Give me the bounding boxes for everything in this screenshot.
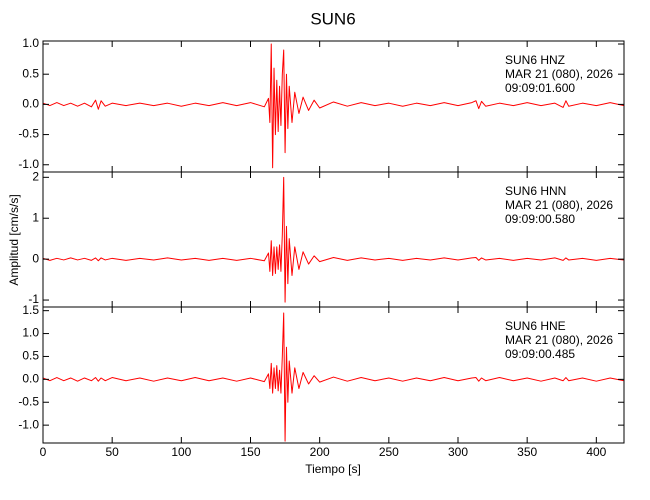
- x-tick-label: 100: [171, 445, 191, 459]
- x-tick-label: 0: [40, 445, 47, 459]
- annotation: MAR 21 (080), 2026: [505, 198, 613, 212]
- y-tick-label: 0.0: [22, 372, 39, 386]
- x-tick-label: 250: [379, 445, 399, 459]
- chart-title: SUN6: [310, 9, 355, 28]
- y-tick-label: -1.0: [18, 157, 39, 171]
- waveform: [42, 312, 625, 442]
- y-tick-label: 1.5: [22, 303, 39, 317]
- y-tick-label: 1: [32, 210, 39, 224]
- annotation: SUN6 HNE: [505, 319, 566, 333]
- x-tick-label: 150: [240, 445, 260, 459]
- waveform: [42, 43, 625, 169]
- x-tick-label: 400: [586, 445, 606, 459]
- x-axis-label: Tiempo [s]: [305, 462, 361, 476]
- y-tick-label: -0.5: [18, 127, 39, 141]
- y-tick-label: -0.5: [18, 394, 39, 408]
- annotation: SUN6 HNN: [505, 184, 566, 198]
- panel-frame: [42, 306, 625, 444]
- y-tick-label: -1.0: [18, 417, 39, 431]
- annotation: 09:09:00.580: [505, 212, 575, 226]
- annotation: SUN6 HNZ: [505, 53, 565, 67]
- annotation: 09:09:00.485: [505, 347, 575, 361]
- x-tick-label: 50: [105, 445, 119, 459]
- y-tick-label: -1: [28, 292, 39, 306]
- y-axis-label: Amplitud [cm/s/s]: [7, 194, 21, 285]
- x-tick-label: 200: [310, 445, 330, 459]
- y-tick-label: 2: [32, 169, 39, 183]
- annotation: MAR 21 (080), 2026: [505, 333, 613, 347]
- y-tick-label: 0.0: [22, 97, 39, 111]
- waveform: [42, 176, 625, 303]
- y-tick-label: 0: [32, 251, 39, 265]
- y-tick-label: 0.5: [22, 349, 39, 363]
- x-tick-label: 350: [517, 445, 537, 459]
- y-tick-label: 1.0: [22, 326, 39, 340]
- x-tick-label: 300: [448, 445, 468, 459]
- y-tick-label: 0.5: [22, 66, 39, 80]
- annotation: 09:09:01.600: [505, 81, 575, 95]
- y-tick-label: 1.0: [22, 36, 39, 50]
- annotation: MAR 21 (080), 2026: [505, 67, 613, 81]
